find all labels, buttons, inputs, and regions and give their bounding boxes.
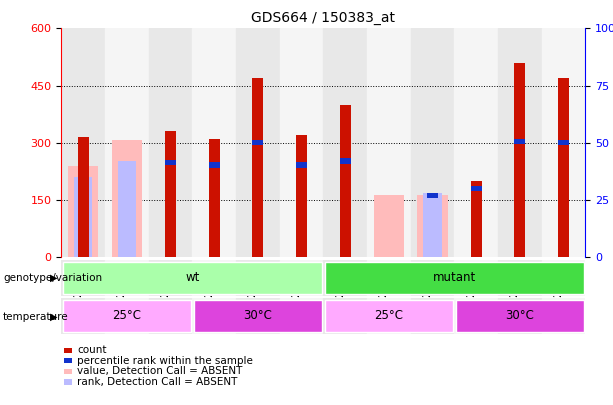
Bar: [194, 300, 322, 333]
Bar: [454, 260, 498, 296]
Bar: [105, 260, 148, 296]
Bar: [367, 260, 411, 296]
Bar: [192, 298, 236, 334]
Bar: [61, 298, 105, 334]
Bar: [63, 300, 191, 333]
Bar: [514, 63, 525, 257]
Bar: [61, 260, 105, 296]
Bar: [542, 28, 585, 257]
Bar: [68, 166, 99, 257]
Bar: [411, 298, 454, 334]
Text: ▶: ▶: [50, 312, 58, 322]
Bar: [471, 186, 482, 191]
Bar: [208, 139, 219, 257]
Bar: [118, 161, 136, 257]
Bar: [454, 28, 498, 257]
Bar: [236, 28, 280, 257]
Bar: [112, 140, 142, 257]
Title: GDS664 / 150383_at: GDS664 / 150383_at: [251, 11, 395, 25]
Bar: [411, 260, 454, 296]
Bar: [558, 78, 569, 257]
Bar: [324, 28, 367, 257]
Bar: [324, 260, 367, 296]
Bar: [236, 260, 280, 296]
Bar: [427, 193, 438, 198]
Bar: [105, 298, 148, 334]
Bar: [417, 195, 448, 257]
Bar: [558, 140, 569, 145]
Bar: [280, 298, 324, 334]
Bar: [149, 260, 192, 296]
Text: wt: wt: [185, 271, 199, 284]
Text: temperature: temperature: [3, 312, 69, 322]
Bar: [78, 137, 89, 257]
Bar: [280, 28, 324, 257]
Text: 30°C: 30°C: [506, 309, 535, 322]
Bar: [498, 28, 542, 257]
Bar: [105, 28, 149, 257]
Bar: [63, 262, 322, 294]
Text: mutant: mutant: [433, 271, 476, 284]
Text: 25°C: 25°C: [375, 309, 403, 322]
Text: ▶: ▶: [50, 273, 58, 283]
Bar: [236, 298, 280, 334]
Bar: [340, 104, 351, 257]
Bar: [411, 28, 454, 257]
Bar: [325, 262, 584, 294]
Text: genotype/variation: genotype/variation: [3, 273, 102, 283]
Text: rank, Detection Call = ABSENT: rank, Detection Call = ABSENT: [77, 377, 238, 387]
Text: count: count: [77, 345, 107, 355]
Bar: [253, 140, 264, 145]
Bar: [296, 135, 307, 257]
Bar: [208, 162, 219, 168]
Bar: [149, 28, 192, 257]
Bar: [192, 260, 236, 296]
Bar: [340, 158, 351, 164]
Text: percentile rank within the sample: percentile rank within the sample: [77, 356, 253, 366]
Bar: [165, 131, 176, 257]
Bar: [61, 28, 105, 257]
Bar: [456, 300, 584, 333]
Bar: [280, 260, 324, 296]
Text: 25°C: 25°C: [112, 309, 142, 322]
Bar: [471, 181, 482, 257]
Bar: [325, 300, 452, 333]
Bar: [373, 195, 404, 257]
Bar: [542, 298, 585, 334]
Bar: [149, 298, 192, 334]
Bar: [367, 28, 411, 257]
Bar: [514, 139, 525, 144]
Bar: [542, 260, 585, 296]
Bar: [498, 298, 542, 334]
Bar: [165, 160, 176, 165]
Bar: [424, 193, 442, 257]
Bar: [192, 28, 236, 257]
Bar: [454, 298, 498, 334]
Bar: [367, 298, 411, 334]
Text: 30°C: 30°C: [243, 309, 272, 322]
Bar: [324, 298, 367, 334]
Bar: [296, 162, 307, 168]
Bar: [74, 177, 93, 257]
Text: value, Detection Call = ABSENT: value, Detection Call = ABSENT: [77, 367, 243, 376]
Bar: [498, 260, 542, 296]
Bar: [253, 78, 264, 257]
